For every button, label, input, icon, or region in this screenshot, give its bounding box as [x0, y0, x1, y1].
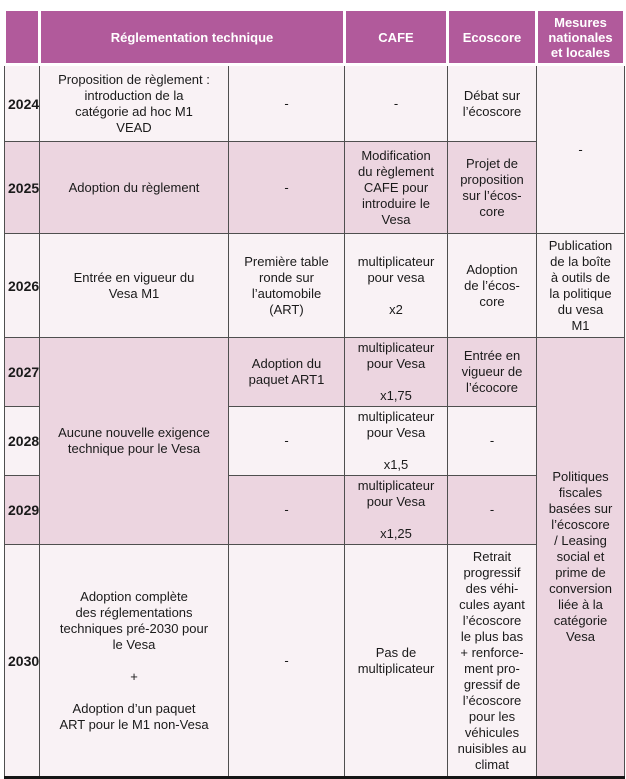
cell-2028-reglementation-2: - [228, 406, 345, 476]
header-ecoscore: Ecoscore [446, 8, 538, 66]
header-cafe: CAFE [343, 8, 449, 66]
cell-2027-reglementation-2: Adoption du paquet ART1 [228, 337, 345, 407]
cell-2026-mesures: Publication de la boîte à outils de la p… [536, 233, 625, 338]
regulation-timeline-table: Réglementation technique CAFE Ecoscore M… [3, 8, 626, 779]
year-2024: 2024 [4, 64, 40, 142]
cell-2025-ecoscore: Projet de proposition sur l’écos- core [447, 141, 537, 234]
row-2030: 2030 Adoption complète des réglementatio… [4, 544, 625, 778]
cell-2025-reglementation-2: - [228, 141, 345, 234]
cell-2030-ecoscore: Retrait progressif des véhi- cules ayant… [447, 544, 537, 778]
header-row: Réglementation technique CAFE Ecoscore M… [3, 8, 626, 66]
cell-2027-cafe: multiplicateur pour Vesa x1,75 [344, 337, 448, 407]
cell-2029-reglementation-2: - [228, 475, 345, 545]
cell-2029-cafe: multiplicateur pour Vesa x1,25 [344, 475, 448, 545]
year-2029: 2029 [4, 475, 40, 545]
year-2028: 2028 [4, 406, 40, 476]
year-2025: 2025 [4, 141, 40, 234]
cell-2027-2029-reglementation: Aucune nouvelle exigence technique pour … [39, 337, 229, 545]
year-2030: 2030 [4, 544, 40, 778]
cell-2030-reglementation-2: - [228, 544, 345, 778]
cell-2026-reglementation-2: Première table ronde sur l’automobile (A… [228, 233, 345, 338]
row-2027: 2027 Aucune nouvelle exigence technique … [4, 337, 625, 778]
cell-2024-reglementation-2: - [228, 64, 345, 142]
cell-2028-ecoscore: - [447, 406, 537, 476]
cell-2027-2030-mesures: Politiques fiscales basées sur l’écoscor… [536, 337, 625, 778]
cell-2025-cafe: Modification du règlement CAFE pour intr… [344, 141, 448, 234]
cell-2028-cafe: multiplicateur pour Vesa x1,5 [344, 406, 448, 476]
row-2024: 2024 Proposition de règlement : introduc… [4, 64, 625, 234]
header-year-blank [3, 8, 41, 66]
cell-2030-cafe: Pas de multiplicateur [344, 544, 448, 778]
cell-2030-reglementation: Adoption complète des réglementations te… [39, 544, 229, 778]
cell-2024-2025-mesures: - [536, 64, 625, 234]
header-reglementation-technique: Réglementation technique [38, 8, 346, 66]
cell-2027-ecoscore: Entrée en vigueur de l’écocore [447, 337, 537, 407]
cell-2024-cafe: - [344, 64, 448, 142]
year-2026: 2026 [4, 233, 40, 338]
cell-2026-ecoscore: Adoption de l’écos- core [447, 233, 537, 338]
cell-2029-ecoscore: - [447, 475, 537, 545]
header-mesures-nationales: Mesures nationales et locales [535, 8, 626, 66]
cell-2024-reglementation: Proposition de règlement : introduction … [39, 64, 229, 142]
cell-2025-reglementation: Adoption du règlement [39, 141, 229, 234]
cell-2024-ecoscore: Débat sur l’écoscore [447, 64, 537, 142]
cell-2026-cafe: multiplicateur pour vesa x2 [344, 233, 448, 338]
row-2026: 2026 Entrée en vigueur du Vesa M1 Premiè… [4, 233, 625, 338]
cell-2026-reglementation: Entrée en vigueur du Vesa M1 [39, 233, 229, 338]
row-2025: 2025 Adoption du règlement - Modificatio… [4, 141, 625, 234]
year-2027: 2027 [4, 337, 40, 407]
row-2029: 2029 - multiplicateur pour Vesa x1,25 - [4, 475, 625, 545]
row-2028: 2028 - multiplicateur pour Vesa x1,5 - [4, 406, 625, 476]
